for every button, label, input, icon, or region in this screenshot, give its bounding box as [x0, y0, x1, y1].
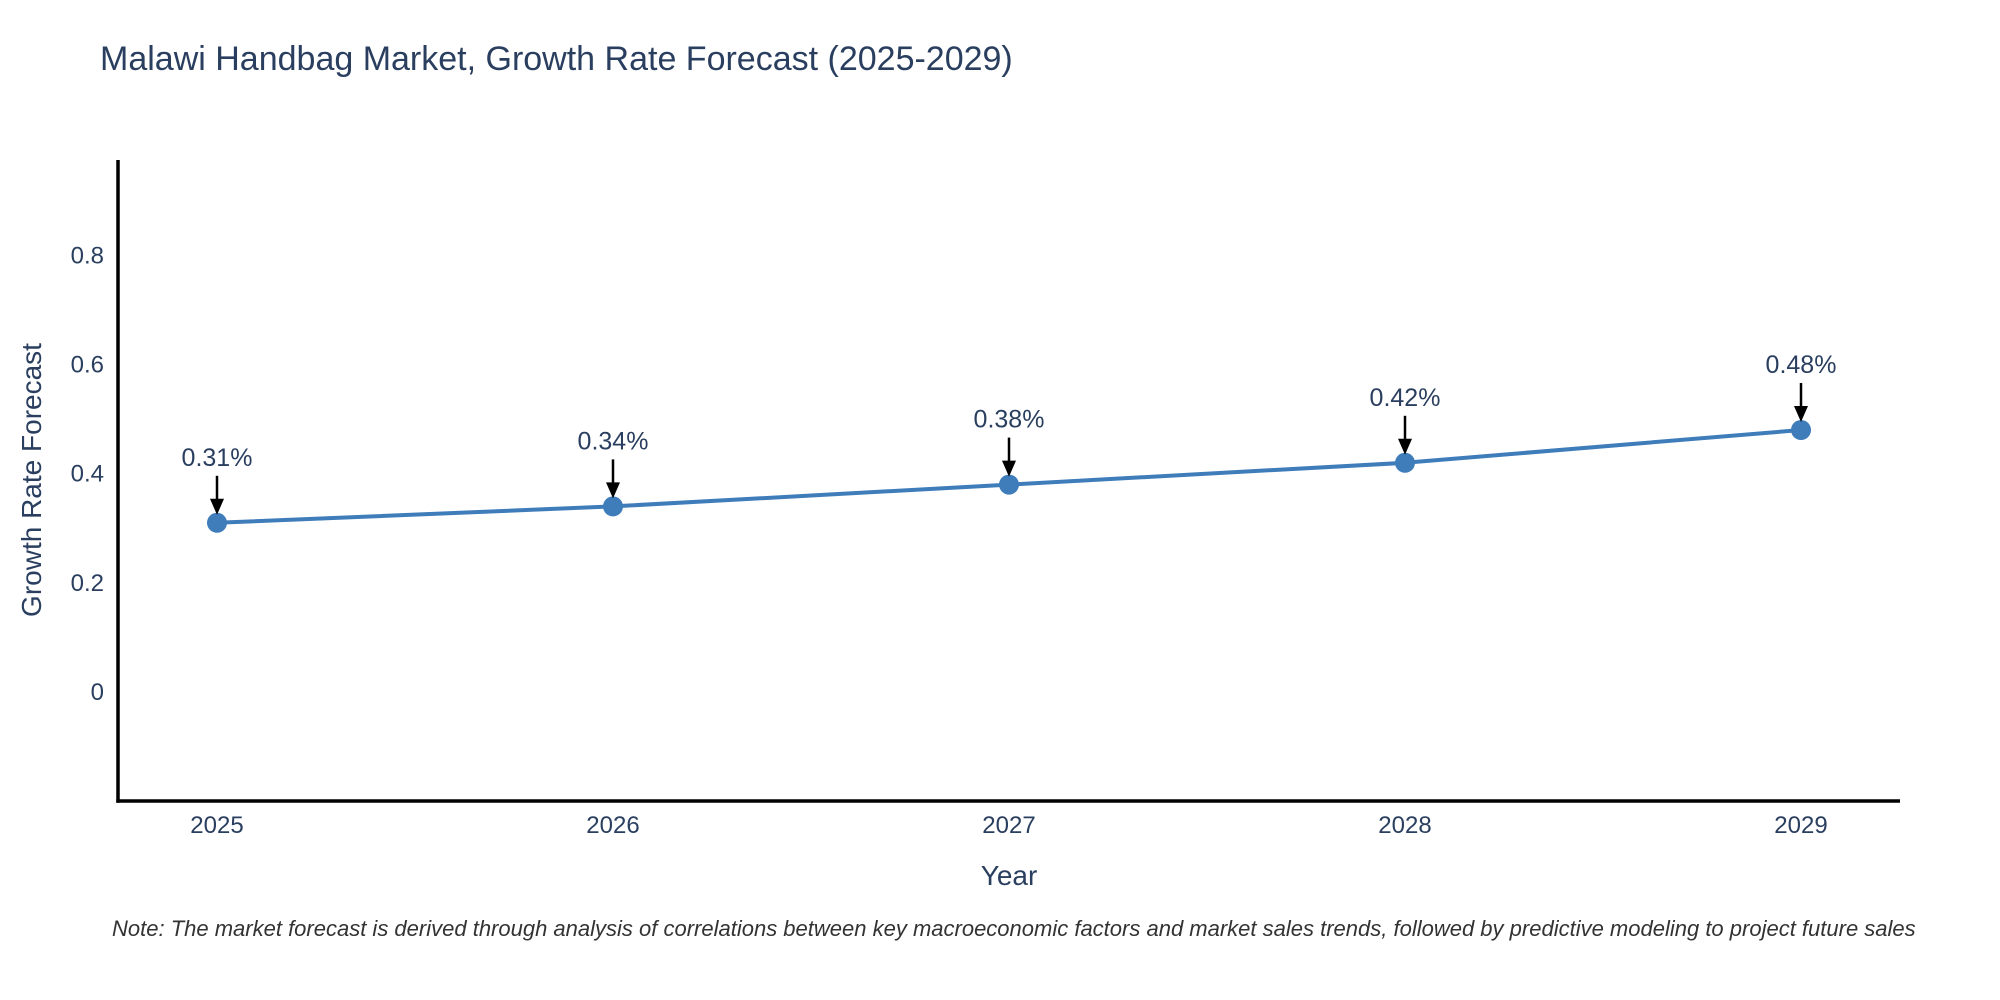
data-point-marker[interactable] [1791, 420, 1811, 440]
x-tick-label: 2027 [982, 812, 1035, 839]
point-label: 0.38% [974, 406, 1045, 434]
y-tick-label: 0.6 [71, 352, 104, 379]
point-label: 0.34% [578, 427, 649, 455]
x-tick-label: 2028 [1378, 812, 1431, 839]
data-point-marker[interactable] [999, 474, 1019, 495]
y-tick-label: 0 [91, 679, 104, 706]
chart-title: Malawi Handbag Market, Growth Rate Forec… [100, 40, 1013, 78]
y-tick-label: 0.2 [71, 570, 104, 597]
x-tick-label: 2029 [1774, 812, 1827, 839]
x-tick-label: 2026 [586, 812, 639, 839]
annotation-arrowhead [1398, 438, 1412, 455]
footnote: Note: The market forecast is derived thr… [112, 916, 1916, 941]
point-label: 0.31% [182, 444, 253, 472]
data-point-marker[interactable] [207, 512, 227, 533]
annotation-arrowhead [1002, 460, 1016, 477]
annotation-arrowhead [210, 498, 224, 515]
data-point-marker[interactable] [603, 496, 623, 517]
x-tick-label: 2025 [190, 812, 243, 839]
x-axis-title: Year [980, 860, 1038, 891]
annotation-arrowhead [1794, 406, 1808, 423]
annotation-arrowhead [606, 482, 620, 499]
point-label: 0.42% [1370, 384, 1441, 412]
y-tick-label: 0.8 [71, 243, 104, 270]
point-label: 0.48% [1766, 351, 1837, 379]
y-tick-label: 0.4 [71, 461, 104, 488]
data-point-marker[interactable] [1395, 452, 1415, 473]
